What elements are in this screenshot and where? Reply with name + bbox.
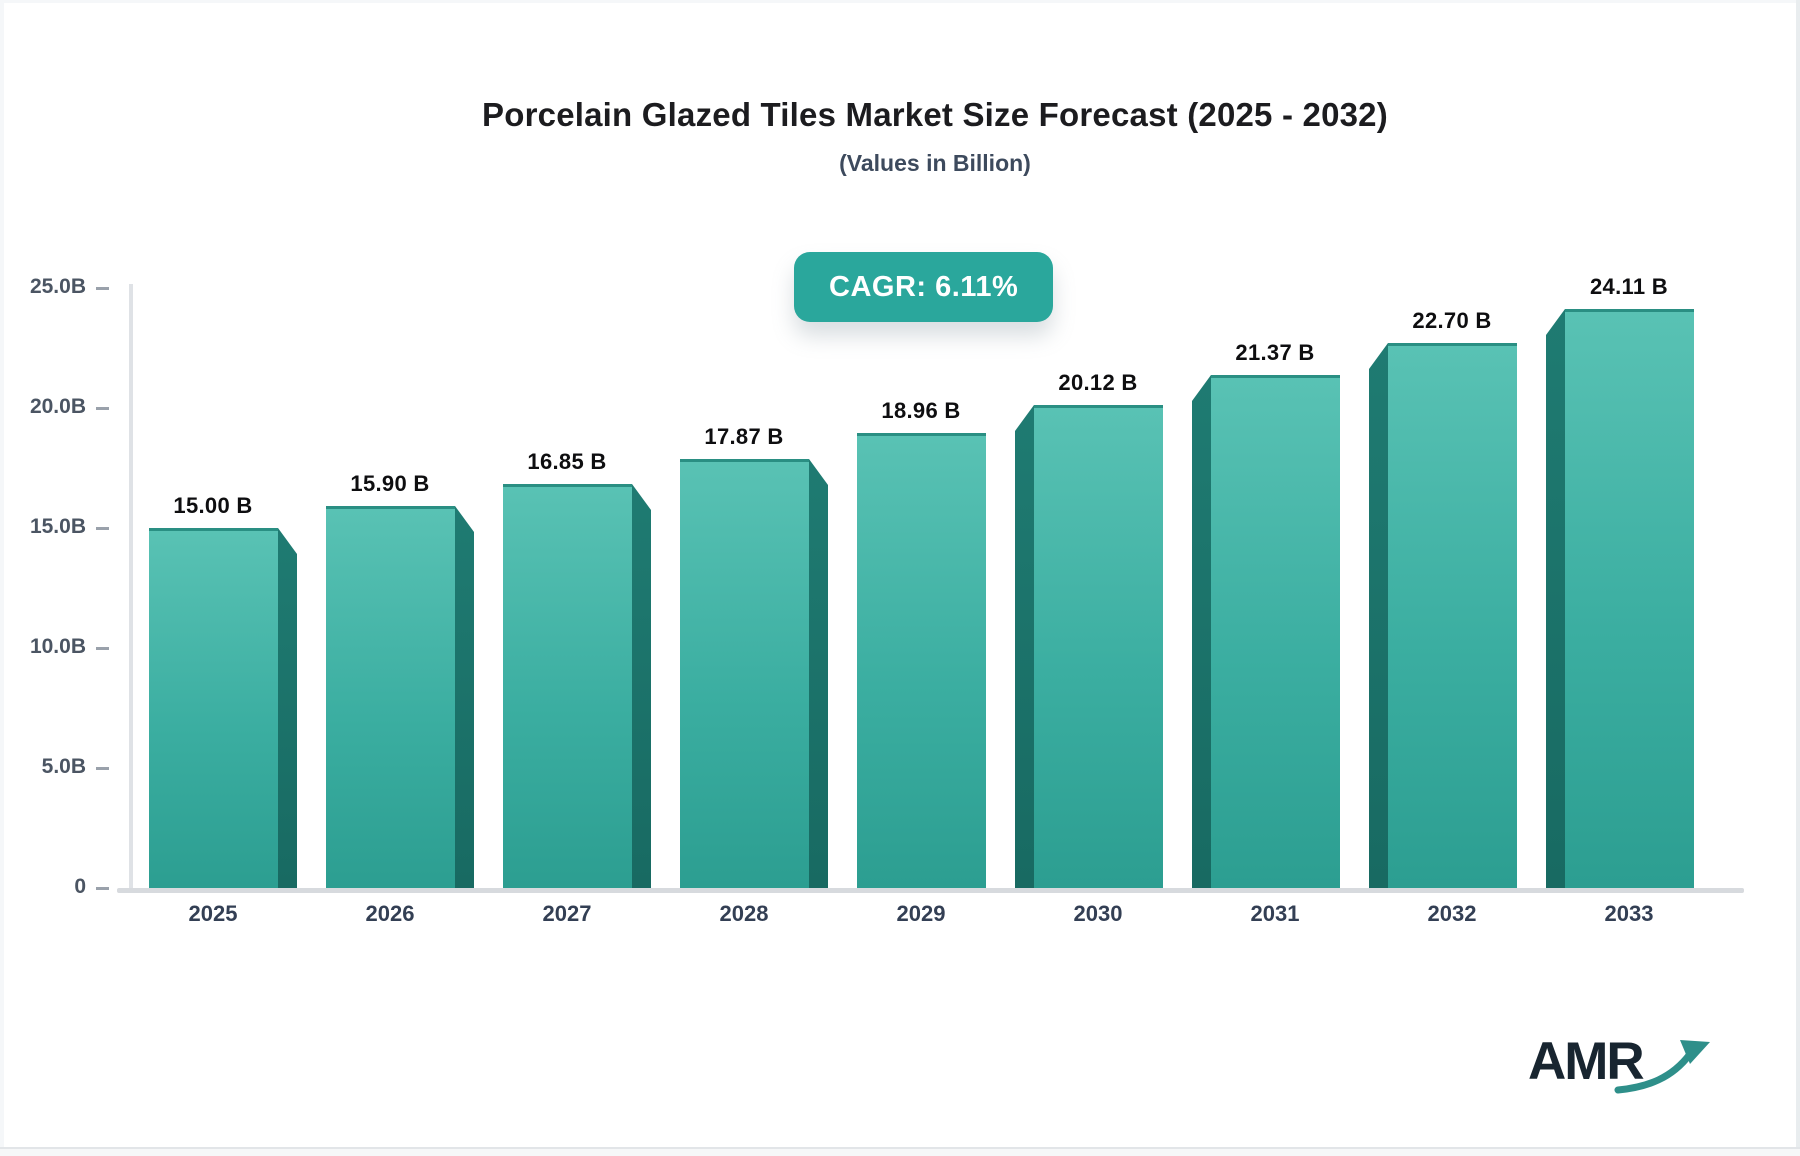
bar-2033 <box>1565 309 1694 888</box>
x-axis-baseline <box>117 888 1744 893</box>
bar-value-label: 24.11 B <box>1590 274 1668 299</box>
amr-logo-text: AMR <box>1528 1032 1645 1091</box>
bar-side-2030 <box>1015 405 1034 888</box>
bar-value-label: 20.12 B <box>1058 370 1138 395</box>
y-axis-tick <box>96 287 109 290</box>
cagr-badge: CAGR: 6.11% <box>794 252 1054 322</box>
bar-side-2033 <box>1546 309 1565 888</box>
chart-title: Porcelain Glazed Tiles Market Size Forec… <box>482 96 1388 133</box>
x-axis-tick-label: 2032 <box>1427 901 1477 926</box>
bar-2025 <box>149 528 278 888</box>
bar-side-2032 <box>1369 343 1388 888</box>
bar-side-2025 <box>278 528 297 888</box>
card-edge <box>1796 0 1800 1156</box>
y-axis-tick-label: 25.0B <box>29 275 86 298</box>
amr-logo: AMR <box>1528 1032 1718 1102</box>
bar-side-2026 <box>455 506 474 888</box>
y-axis-tick-label: 10.0B <box>29 635 86 658</box>
y-axis-tick-label: 0 <box>74 875 86 898</box>
x-axis-tick-label: 2027 <box>542 901 592 926</box>
y-axis-tick <box>96 647 109 650</box>
y-axis-tick <box>96 767 109 770</box>
x-axis-tick-label: 2029 <box>896 901 946 926</box>
bar-side-2027 <box>632 484 651 888</box>
y-axis-tick <box>96 887 109 890</box>
y-axis-tick <box>96 407 109 410</box>
y-axis-tick <box>96 527 109 530</box>
y-axis-line <box>129 284 133 893</box>
x-axis-tick-label: 2033 <box>1604 901 1654 926</box>
bar-2027 <box>503 484 632 888</box>
bar-2032 <box>1388 343 1517 888</box>
bar-side-2028 <box>809 459 828 888</box>
bar-value-label: 17.87 B <box>704 424 784 449</box>
x-axis-tick-label: 2028 <box>719 901 769 926</box>
card-edge <box>0 0 1800 3</box>
bar-value-label: 18.96 B <box>881 398 961 423</box>
y-axis-tick-label: 20.0B <box>29 395 86 418</box>
x-axis-tick-label: 2026 <box>365 901 415 926</box>
bar-value-label: 15.90 B <box>350 471 430 496</box>
x-axis-tick-label: 2031 <box>1250 901 1300 926</box>
x-axis-tick-label: 2030 <box>1073 901 1123 926</box>
logo-arrow-icon <box>1614 1040 1710 1094</box>
card-edge <box>0 1147 1800 1149</box>
bar-2030 <box>1034 405 1163 888</box>
bar-value-label: 21.37 B <box>1235 340 1315 365</box>
bar-2029 <box>857 433 986 888</box>
bar-2031 <box>1211 375 1340 888</box>
card-edge <box>0 0 4 1156</box>
x-axis-tick-label: 2025 <box>188 901 238 926</box>
bar-2026 <box>326 506 455 888</box>
y-axis-tick-label: 15.0B <box>29 515 86 538</box>
chart-subtitle: (Values in Billion) <box>839 150 1031 176</box>
bar-value-label: 15.00 B <box>173 493 253 518</box>
bar-value-label: 22.70 B <box>1412 308 1492 333</box>
card-edge <box>0 1149 1800 1156</box>
y-axis-tick-label: 5.0B <box>41 755 86 778</box>
bar-2028 <box>680 459 809 888</box>
bar-side-2031 <box>1192 375 1211 888</box>
bar-value-label: 16.85 B <box>527 449 607 474</box>
